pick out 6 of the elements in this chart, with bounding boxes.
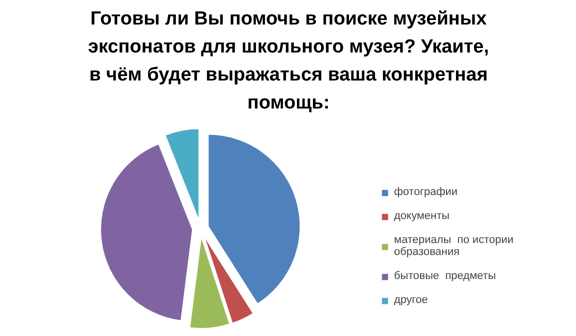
chart-title: Готовы ли Вы помочь в поиске музейных экспонатов для школьного музея? Укаите, в чём будет выражаться ваша конкретная помощь:	[88, 8, 490, 114]
legend-label: материалы по истории образования	[394, 234, 514, 258]
legend-label: документы	[394, 210, 450, 222]
legend-label: бытовые предметы	[394, 270, 496, 282]
legend-label: фотографии	[394, 186, 458, 198]
legend-label: другое	[394, 294, 428, 306]
